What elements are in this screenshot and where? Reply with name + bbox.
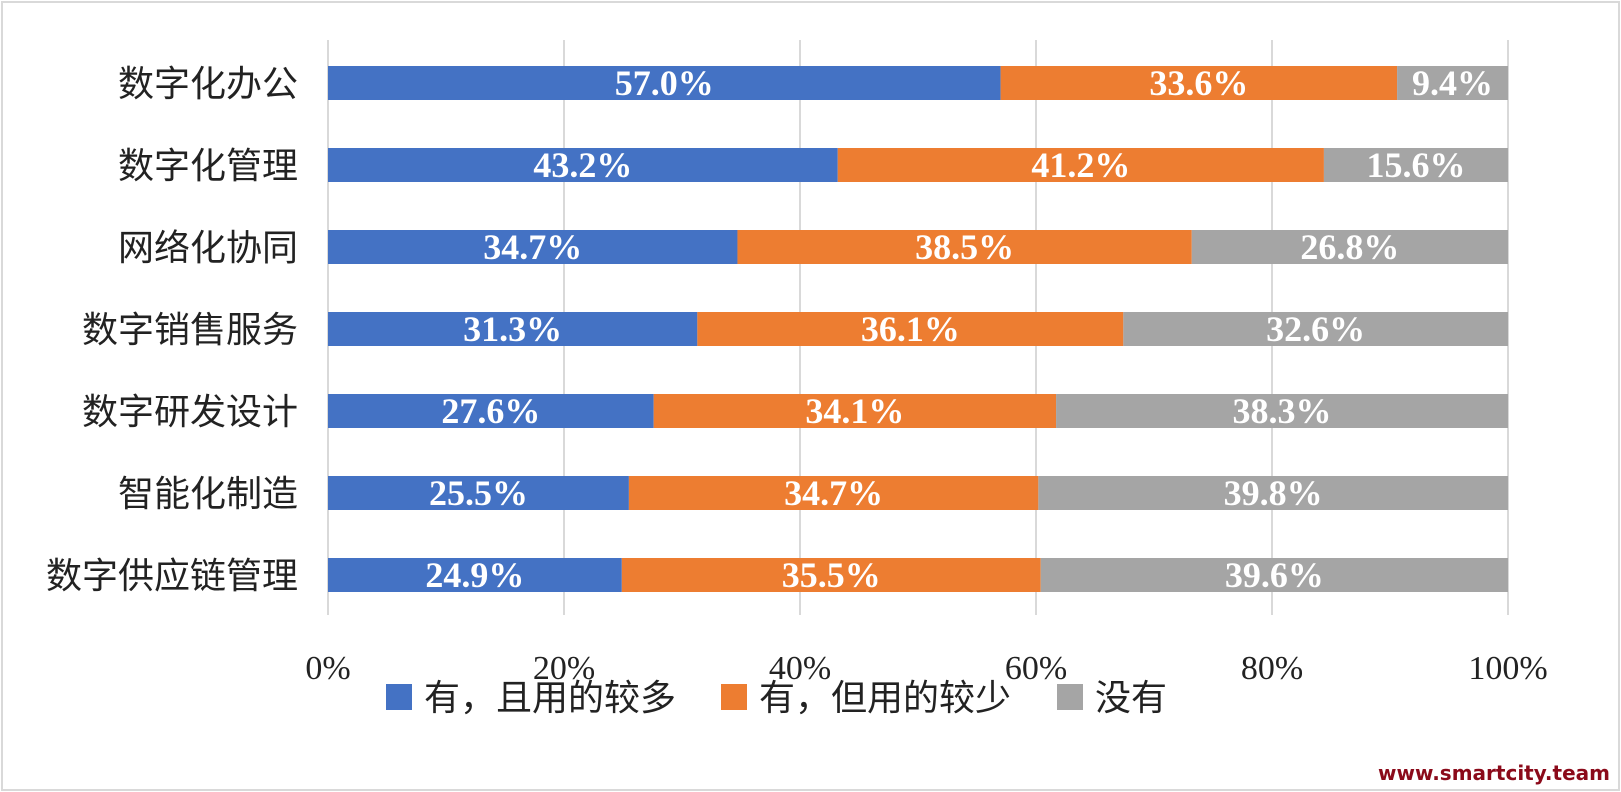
category-label: 智能化制造: [118, 474, 298, 515]
category-label: 数字化办公: [118, 64, 298, 105]
data-label: 25.5%: [429, 473, 528, 513]
legend-swatch: [386, 684, 412, 710]
bar-segment: [837, 148, 1324, 182]
data-label: 57.0%: [615, 63, 714, 103]
bar-segment: [1056, 394, 1508, 428]
data-label: 9.4%: [1412, 63, 1493, 103]
category-label: 数字研发设计: [82, 392, 298, 433]
data-label: 41.2%: [1031, 145, 1130, 185]
bar-segment: [1000, 66, 1398, 100]
data-label: 34.1%: [805, 391, 904, 431]
data-label: 15.6%: [1366, 145, 1465, 185]
category-label: 数字化管理: [118, 146, 298, 187]
bar-segment: [621, 558, 1041, 592]
data-label: 33.6%: [1149, 63, 1248, 103]
data-label: 34.7%: [483, 227, 582, 267]
legend-label: 有，但用的较少: [759, 678, 1011, 719]
x-tick-label: 60%: [1005, 650, 1067, 687]
bar-segment: [737, 230, 1192, 264]
bar-segment: [1040, 558, 1508, 592]
bar-segment: [628, 476, 1039, 510]
x-tick-label: 0%: [305, 650, 350, 687]
bar-segment: [1191, 230, 1508, 264]
legend-swatch: [721, 684, 747, 710]
legend-swatch: [1057, 684, 1083, 710]
data-label: 43.2%: [533, 145, 632, 185]
legend-label: 有，且用的较多: [424, 678, 676, 719]
x-tick-label: 40%: [769, 650, 831, 687]
legend-label: 没有: [1095, 678, 1167, 719]
bar-segment: [1323, 148, 1508, 182]
bar-segment: [328, 66, 1001, 100]
category-label: 网络化协同: [118, 228, 298, 269]
bar-segment: [328, 394, 654, 428]
data-label: 39.6%: [1225, 555, 1324, 595]
bar-segment: [328, 148, 838, 182]
bar-segment: [328, 312, 698, 346]
bar-segment: [1123, 312, 1508, 346]
data-label: 31.3%: [463, 309, 562, 349]
bar-segment: [1038, 476, 1508, 510]
data-label: 36.1%: [861, 309, 960, 349]
data-label: 26.8%: [1300, 227, 1399, 267]
bar-segment: [328, 558, 622, 592]
bar-segment: [653, 394, 1057, 428]
bar-segment: [328, 476, 629, 510]
bar-segment: [328, 230, 738, 264]
data-label: 38.5%: [915, 227, 1014, 267]
data-label: 34.7%: [784, 473, 883, 513]
bar-segment: [697, 312, 1124, 346]
data-label: 32.6%: [1266, 309, 1365, 349]
data-label: 27.6%: [441, 391, 540, 431]
x-tick-label: 20%: [533, 650, 595, 687]
x-tick-label: 80%: [1241, 650, 1303, 687]
x-tick-label: 100%: [1468, 650, 1547, 687]
bar-segment: [1397, 66, 1508, 100]
category-label: 数字供应链管理: [46, 556, 298, 597]
data-label: 39.8%: [1224, 473, 1323, 513]
data-label: 38.3%: [1233, 391, 1332, 431]
watermark: www.smartcity.team: [1378, 761, 1610, 785]
data-label: 35.5%: [782, 555, 881, 595]
data-label: 24.9%: [425, 555, 524, 595]
category-label: 数字销售服务: [82, 310, 298, 351]
